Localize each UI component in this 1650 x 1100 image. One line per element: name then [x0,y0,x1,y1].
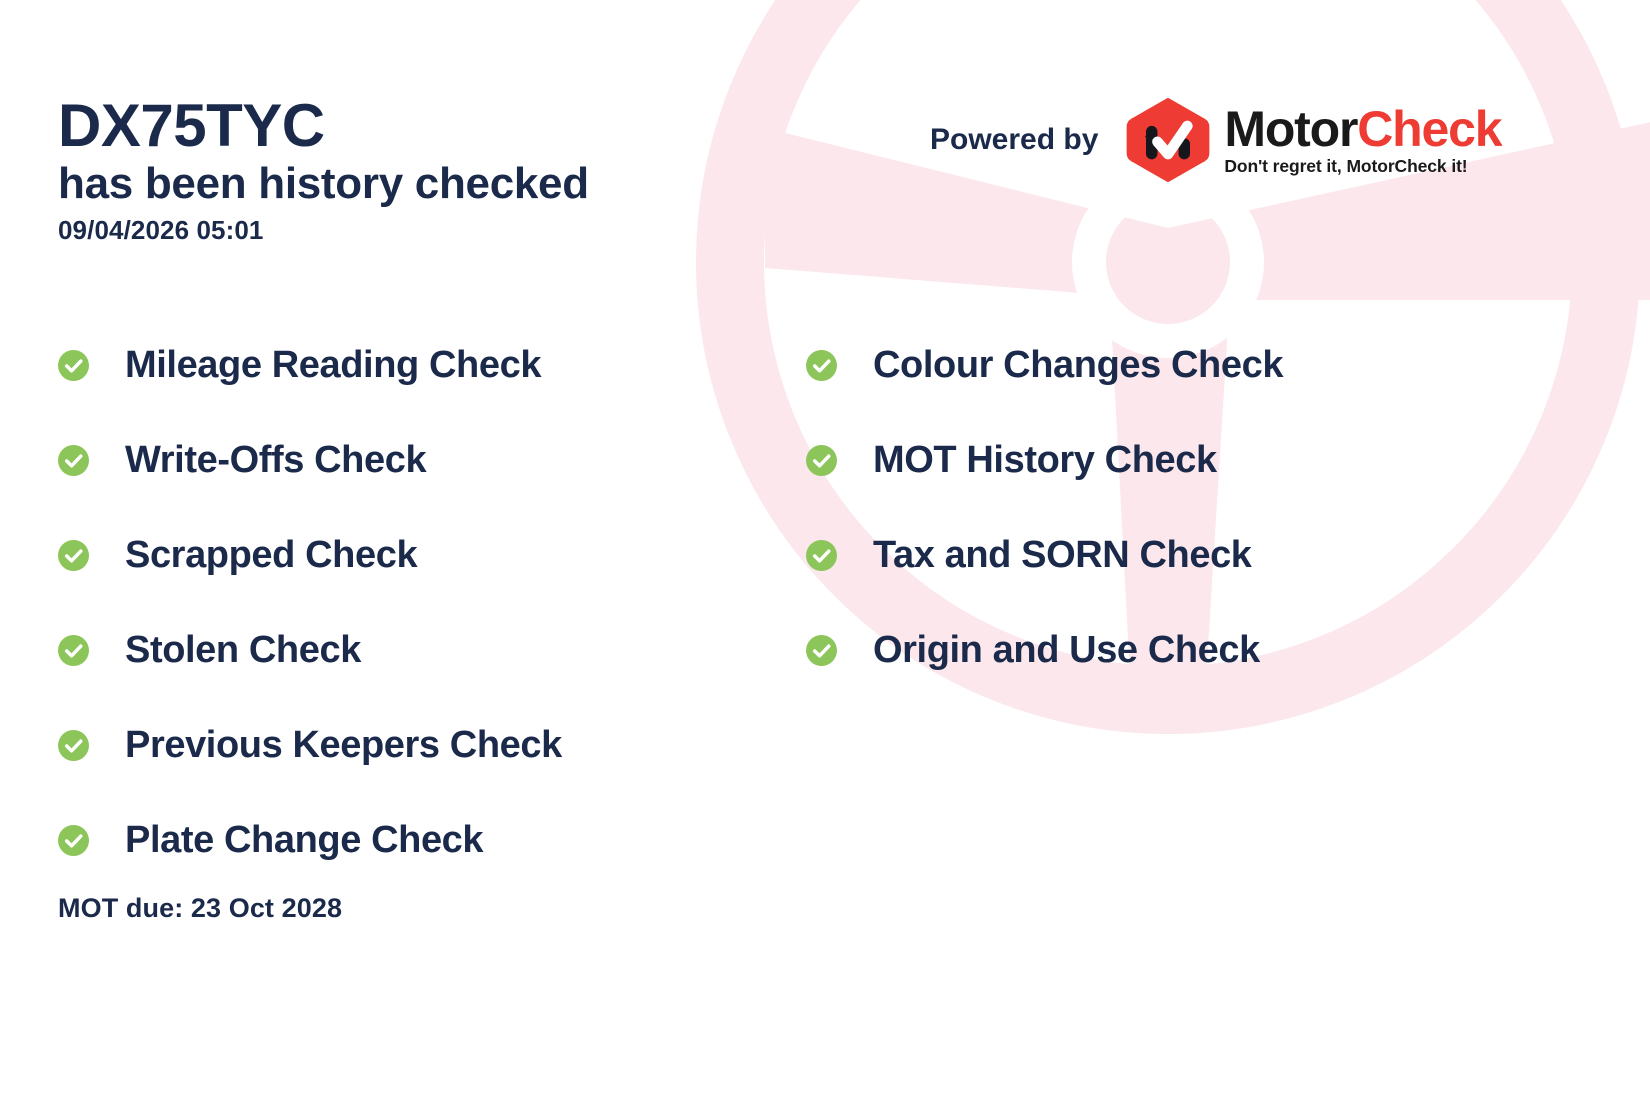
check-item: Plate Change Check [58,793,806,888]
wordmark-check: Check [1357,101,1502,158]
checks-grid: Mileage Reading Check Write-Offs Check S… [58,318,1598,888]
check-item-label: Tax and SORN Check [873,534,1252,576]
check-item-label: MOT History Check [873,439,1217,481]
check-circle-icon [806,445,837,476]
check-circle-icon [58,350,89,381]
checks-column-right: Colour Changes Check MOT History Check T… [806,318,1566,888]
motorcheck-hexagon-logo-icon [1127,97,1210,183]
check-circle-icon [58,730,89,761]
check-item: Mileage Reading Check [58,318,806,413]
check-circle-icon [58,540,89,571]
check-item-label: Stolen Check [125,629,361,671]
registration-plate: DX75TYC [58,92,325,159]
check-circle-icon [58,635,89,666]
check-item-label: Previous Keepers Check [125,724,562,766]
motorcheck-logo[interactable]: MotorCheck Don't regret it, MotorCheck i… [1124,96,1503,184]
check-item-label: Origin and Use Check [873,629,1260,671]
header-block: DX75TYC has been history checked 09/04/2… [58,92,818,246]
check-circle-icon [806,350,837,381]
check-item: MOT History Check [806,413,1566,508]
check-item-label: Scrapped Check [125,534,418,576]
check-circle-icon [58,825,89,856]
check-item: Write-Offs Check [58,413,806,508]
page-title: has been history checked [58,159,589,209]
check-circle-icon [806,635,837,666]
brand-tagline: Don't regret it, MotorCheck it! [1224,156,1468,177]
motorcheck-wordmark: MotorCheck [1224,101,1502,158]
wordmark-motor: Motor [1224,101,1358,158]
checks-column-left: Mileage Reading Check Write-Offs Check S… [58,318,806,888]
check-circle-icon [806,540,837,571]
brand-lockup: Powered by MotorCheck Don't regret it, M… [930,96,1503,184]
mot-due-text: MOT due: 23 Oct 2028 [58,893,343,923]
check-item: Tax and SORN Check [806,508,1566,603]
check-item-label: Colour Changes Check [873,344,1284,386]
check-item: Stolen Check [58,603,806,698]
check-item: Origin and Use Check [806,603,1566,698]
powered-by-label: Powered by [930,123,1099,156]
check-item-label: Plate Change Check [125,819,484,861]
check-item-label: Write-Offs Check [125,439,427,481]
check-item-label: Mileage Reading Check [125,344,542,386]
check-item: Previous Keepers Check [58,698,806,793]
check-circle-icon [58,445,89,476]
check-item: Colour Changes Check [806,318,1566,413]
check-item: Scrapped Check [58,508,806,603]
check-timestamp: 09/04/2026 05:01 [58,214,264,245]
